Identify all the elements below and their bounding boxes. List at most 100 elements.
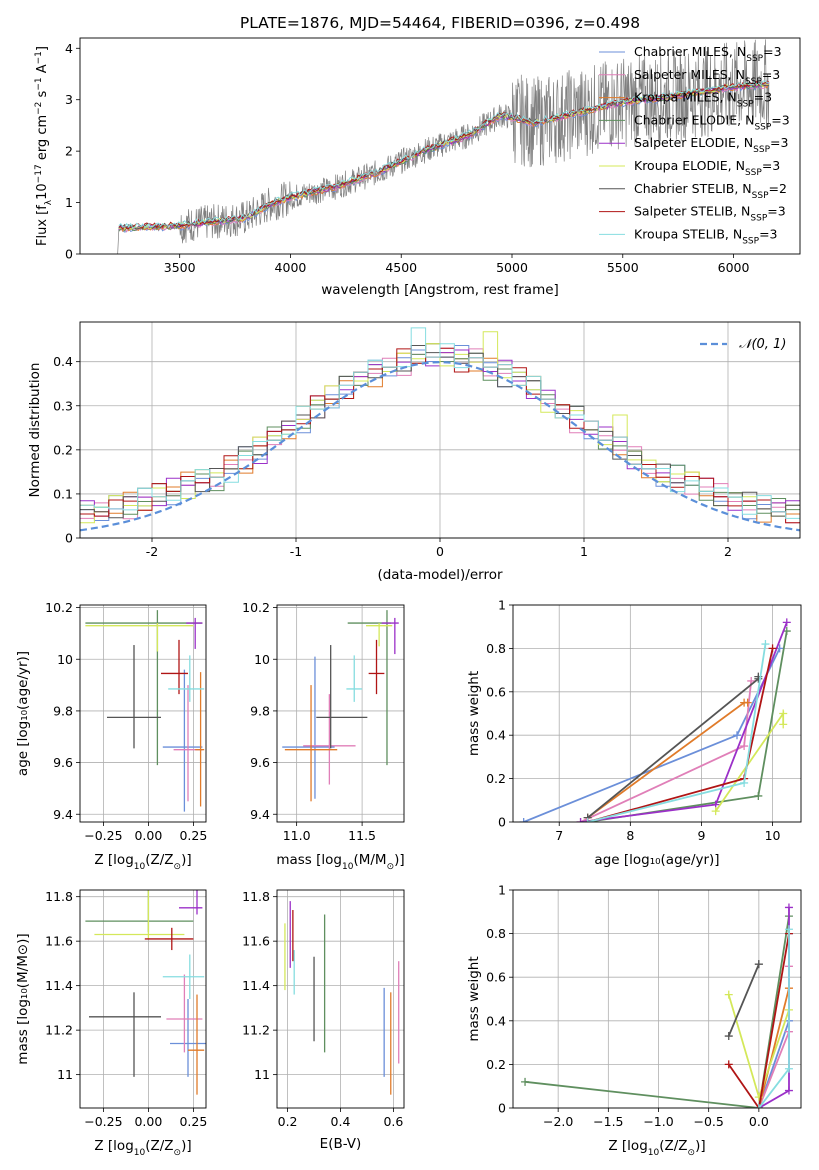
legend-entry: Kroupa ELODIE, NSSP=3 [634,158,780,178]
axes-frame [276,889,405,1109]
x-axis-label-part: Z [log [608,1138,647,1154]
legend-entry-part: Kroupa ELODIE, N [634,158,745,173]
x-tick-label: 0.0 [749,1114,769,1129]
x-axis-label-part: 10 [134,1148,146,1158]
weight-marker [754,960,763,969]
weight-line-3 [524,916,790,1108]
legend-entry-part: SSP [753,145,770,155]
x-tick-label: 7 [555,828,563,843]
weight-marker [779,720,788,729]
y-tick-label: 10.2 [242,600,270,615]
y-tick-label: 0.3 [53,398,73,413]
x-tick-label: 0 [436,544,444,559]
x-axis-label-part: ⊙ [387,862,395,872]
x-tick-label: 0.00 [134,1114,162,1129]
plot-area-age-vs-Z [85,610,205,812]
x-axis-label-part: ⊙ [174,1148,182,1158]
y-tick-label: 11.4 [45,978,73,993]
y-axis-label: age [log₁₀(age/yr)] [15,651,31,776]
x-tick-label: −0.25 [84,828,122,843]
y-tick-label: 0.2 [486,1057,506,1072]
weight-marker [761,640,770,649]
plot-area-age-vs-mass [282,610,399,802]
legend-entry-part: SSP [754,122,771,132]
legend-entry-part: SSP [745,77,762,87]
weight-marker [519,818,528,822]
axes-frame [512,889,802,1109]
y-axis-label-part: −17 [34,164,44,183]
x-tick-label: 11.5 [348,828,376,843]
legend-entry-part: Chabrier STELIB, N [634,181,752,196]
y-axis-label: mass [log₁₀(M/M⊙)] [15,933,31,1064]
legend-entry-part: Salpeter ELODIE, N [634,135,753,150]
axes-frame [79,604,207,823]
panel-residuals: -2 -1 0 1 2 0 0.1 0.2 0.3 0.4 𝒩(0, 1) (data-model)/… [27,321,801,583]
x-tick-label: 4500 [385,260,417,275]
legend-entry-part: =3 [771,112,789,127]
x-axis-label-part: )] [181,1138,192,1154]
x-tick-label: −2.0 [543,1114,573,1129]
x-tick-label: −0.25 [84,1114,122,1129]
y-axis-label-part: −1 [34,77,44,90]
y-tick-label: 1 [498,598,506,613]
x-axis-label: Z [log10(Z/Z⊙)] [94,852,191,872]
legend-entry: Salpeter MILES, NSSP=3 [634,67,780,87]
legend-entry-part: SSP [742,236,759,246]
x-axis-label: age [log₁₀(age/yr)] [594,852,719,868]
x-axis-label-part: )] [181,852,192,868]
x-axis-label: Z [log10(Z/Z⊙)] [94,1138,191,1158]
weight-marker [754,791,763,800]
y-axis-label: Flux [fλ10−17 erg cm−2 s−1 A−1] [34,46,54,246]
y-tick-label: 10.2 [45,600,73,615]
x-tick-label: 0.4 [331,1114,351,1129]
weight-marker [724,990,733,999]
x-axis-label: E(B-V) [320,1136,362,1152]
y-tick-label: 0.2 [53,442,73,457]
y-tick-label: 0.4 [53,354,73,369]
x-tick-label: 0.00 [134,828,162,843]
weight-marker [521,1077,530,1086]
legend-entry-part: SSP [746,54,763,64]
panel-spectrum: 3500 4000 4500 5000 5500 6000 0 1 2 3 4 Chabrier MI… [34,37,801,298]
x-axis-label: (data-model)/error [377,567,503,583]
y-tick-label: 2 [65,144,73,159]
axes-frame [79,889,207,1109]
weight-line-7 [727,933,790,1108]
x-axis-label-part: (M/M [353,852,386,868]
x-axis-label-part: (Z/Z [145,1138,173,1154]
x-tick-label: 2 [724,544,732,559]
legend-entry-part: SSP [750,214,767,224]
figure-title: PLATE=1876, MJD=54464, FIBERID=0396, z=0… [240,14,640,32]
x-tick-label: 8 [626,828,634,843]
y-tick-label: 0.8 [486,641,506,656]
legend-entry: Chabrier STELIB, NSSP=2 [634,181,787,201]
legend-entry: Chabrier ELODIE, NSSP=3 [634,112,790,132]
y-tick-label: 1 [498,883,506,898]
legend-entry-part: Chabrier ELODIE, N [634,112,754,127]
x-tick-label: 3500 [164,260,196,275]
legend-entry-part: =3 [767,204,785,219]
x-axis-label-part: (Z/Z [659,1138,687,1154]
x-axis-label-part: mass [log [276,852,342,868]
weight-line-6 [587,676,760,819]
y-tick-label: 0 [498,815,506,830]
y-axis-label: mass weight [466,671,482,756]
y-tick-label: 11.2 [45,1023,73,1038]
x-tick-label: 5000 [496,260,528,275]
legend-entry-part: Chabrier MILES, N [634,44,746,59]
y-tick-label: 9.8 [250,703,270,718]
legend-entry: Kroupa MILES, NSSP=3 [634,90,772,110]
panel-mass-vs-Z: −0.25 0.00 0.25 11 11.2 11.4 11.6 11.8 Z [log10(… [15,889,207,1158]
y-tick-label: 0.8 [486,926,506,941]
weight-marker [754,1104,763,1108]
y-tick-label: 0 [65,247,73,262]
y-tick-label: 0.6 [486,970,506,985]
x-tick-label: −1.5 [593,1114,623,1129]
y-tick-label: 11 [254,1067,270,1082]
x-tick-label: 9 [697,828,705,843]
y-tick-label: 11 [57,1067,73,1082]
x-axis-label-part: 10 [648,1148,660,1158]
x-tick-label: 6000 [718,260,750,275]
